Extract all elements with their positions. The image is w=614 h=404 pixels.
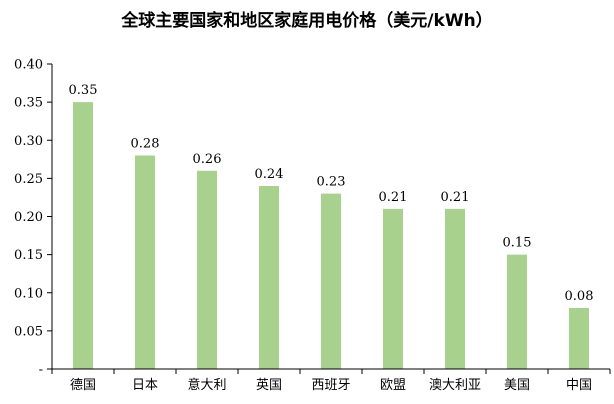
y-axis: - 0.05 0.10 0.15 0.20 0.25 0.30 0.35 0.40 bbox=[14, 58, 53, 378]
bar bbox=[135, 155, 155, 369]
y-tick-label: 0.05 bbox=[14, 324, 43, 339]
y-tick-label: 0.20 bbox=[14, 210, 43, 225]
x-axis: 德国 日本 意大利 英国 西班牙 欧盟 澳大利亚 美国 中国 bbox=[51, 368, 611, 393]
bar bbox=[321, 193, 341, 369]
data-label: 0.24 bbox=[255, 167, 284, 182]
data-label: 0.21 bbox=[441, 190, 470, 205]
bar bbox=[445, 208, 465, 369]
y-tick-label: 0.35 bbox=[14, 96, 43, 111]
chart-title: 全球主要国家和地区家庭用电价格（美元/kWh） bbox=[120, 10, 492, 31]
y-tick-label: - bbox=[39, 363, 43, 378]
data-label: 0.15 bbox=[503, 236, 532, 251]
data-label: 0.08 bbox=[565, 289, 594, 304]
bar bbox=[569, 308, 589, 369]
y-tick-label: 0.40 bbox=[14, 58, 43, 73]
data-label: 0.26 bbox=[193, 152, 222, 167]
category-label: 日本 bbox=[132, 378, 158, 393]
bar bbox=[197, 170, 217, 369]
bar bbox=[73, 102, 93, 369]
y-tick-label: 0.25 bbox=[14, 172, 43, 187]
category-label: 意大利 bbox=[187, 377, 226, 393]
data-label: 0.28 bbox=[131, 137, 160, 152]
bars: 0.35 0.28 0.26 0.24 0.23 0.21 0.21 0.15 0.08 bbox=[69, 83, 594, 369]
data-label: 0.35 bbox=[69, 83, 98, 98]
category-label: 西班牙 bbox=[311, 378, 350, 393]
data-label: 0.23 bbox=[317, 175, 346, 190]
category-label: 中国 bbox=[566, 378, 592, 393]
bar bbox=[383, 208, 403, 369]
y-tick-label: 0.10 bbox=[14, 286, 43, 301]
data-label: 0.21 bbox=[379, 190, 408, 205]
category-label: 美国 bbox=[504, 378, 530, 393]
category-label: 澳大利亚 bbox=[429, 377, 481, 393]
y-tick-label: 0.30 bbox=[14, 134, 43, 149]
bar bbox=[507, 254, 527, 369]
bar bbox=[259, 186, 279, 369]
category-label: 英国 bbox=[256, 378, 282, 393]
category-label: 德国 bbox=[70, 378, 96, 393]
y-tick-label: 0.15 bbox=[14, 248, 43, 263]
category-label: 欧盟 bbox=[380, 378, 406, 393]
